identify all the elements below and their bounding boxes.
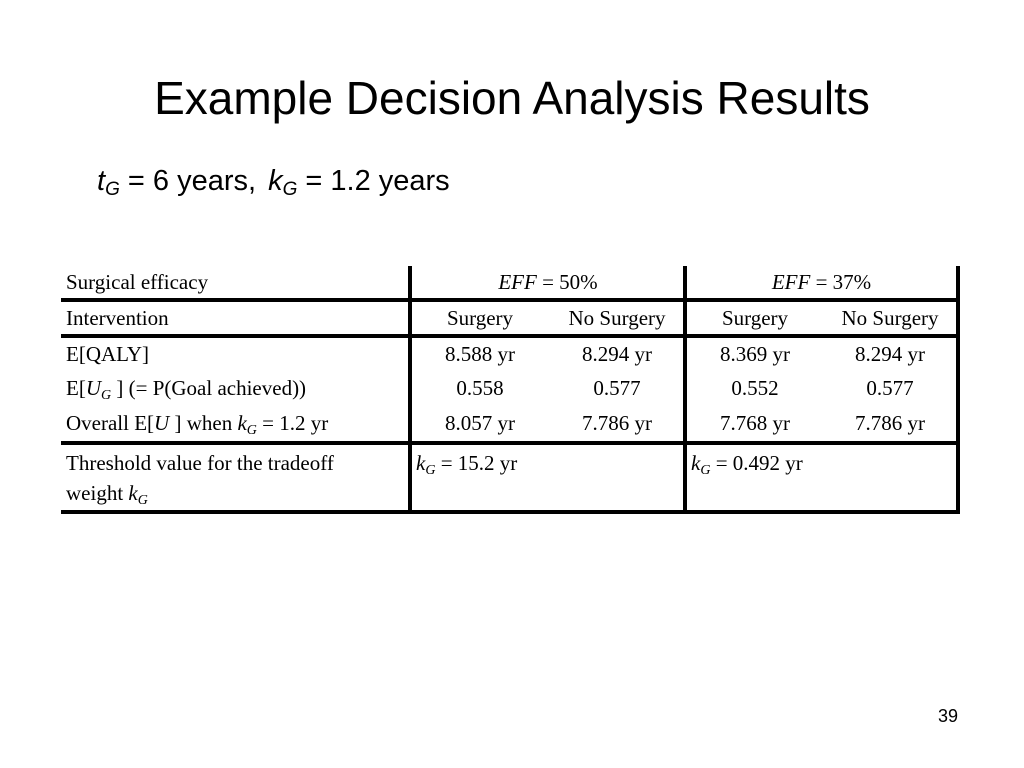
efficacy-value-2: EFF = 37% [771, 270, 872, 294]
col-header: Surgery [721, 306, 789, 330]
row-label-threshold-line1: Threshold value for the tradeoff [66, 451, 334, 475]
row-divider [61, 441, 960, 445]
page-number: 39 [938, 706, 959, 726]
table-cell: 8.294 yr [855, 342, 925, 366]
table-cell: 8.369 yr [720, 342, 790, 366]
table-cell: 7.768 yr [720, 411, 790, 435]
slide-title: Example Decision Analysis Results [154, 72, 870, 124]
table-cell: 0.577 [866, 376, 914, 400]
table-cell: 7.786 yr [855, 411, 925, 435]
table-cell: 8.057 yr [445, 411, 515, 435]
table-cell: 7.786 yr [582, 411, 652, 435]
row-divider [61, 334, 960, 338]
table-cell: 0.558 [456, 376, 504, 400]
results-table: Surgical efficacy EFF = 50% EFF = 37% In… [61, 266, 960, 514]
table-cell: 0.552 [731, 376, 779, 400]
row-label-eug: E[UG ] (= P(Goal achieved)) [66, 376, 307, 403]
col-header: No Surgery [568, 306, 666, 330]
column-divider [683, 266, 687, 514]
t-subscript: G [105, 179, 120, 200]
column-divider [408, 266, 412, 514]
row-label-eqaly: E[QALY] [66, 342, 150, 366]
row-label-intervention: Intervention [66, 306, 169, 330]
col-header: No Surgery [841, 306, 939, 330]
row-label-overall-eu: Overall E[U ] when kG = 1.2 yr [66, 411, 329, 438]
table-cell: 8.294 yr [582, 342, 652, 366]
t-value: = 6 years, [119, 165, 257, 197]
parameter-line: tG = 6 years, kG = 1.2 years [97, 163, 450, 199]
col-header: Surgery [446, 306, 514, 330]
k-subscript: G [282, 179, 298, 200]
table-cell: 8.588 yr [445, 342, 515, 366]
table-bottom-border [61, 510, 960, 514]
k-symbol: k [268, 165, 283, 197]
threshold-value-1: kG = 15.2 yr [416, 451, 518, 478]
threshold-value-2: kG = 0.492 yr [691, 451, 803, 478]
efficacy-value-1: EFF = 50% [498, 270, 598, 294]
row-label-efficacy: Surgical efficacy [66, 270, 209, 294]
row-label-threshold-line2: weight kG [66, 481, 148, 508]
k-value: = 1.2 years [297, 165, 450, 197]
t-symbol: t [97, 165, 106, 197]
table-right-border [956, 266, 960, 514]
row-divider [61, 298, 960, 302]
table-cell: 0.577 [593, 376, 641, 400]
